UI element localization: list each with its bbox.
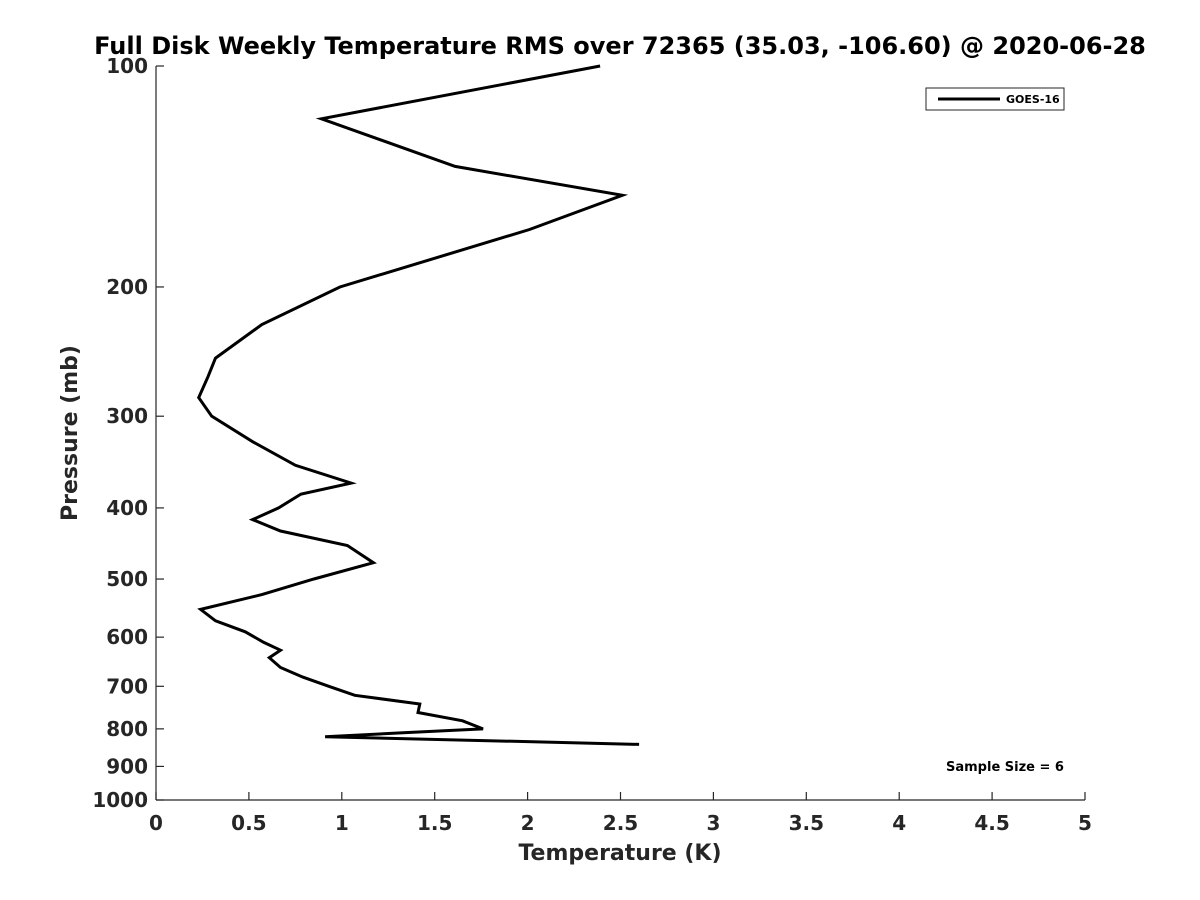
chart-title: Full Disk Weekly Temperature RMS over 72… (94, 32, 1146, 60)
x-tick-label: 5 (1078, 811, 1092, 835)
x-tick-label: 0.5 (231, 811, 266, 835)
y-tick-label: 900 (106, 754, 148, 778)
y-tick-label: 700 (106, 674, 148, 698)
series-line-goes-16 (196, 64, 640, 746)
legend-label-goes-16: GOES-16 (1006, 93, 1060, 106)
x-tick-label: 1 (335, 811, 349, 835)
x-tick-label: 4.5 (974, 811, 1009, 835)
x-ticks: 0 0.5 1 1.5 2 2.5 3 3.5 4 4.5 5 (149, 792, 1092, 835)
y-tick-label: 800 (106, 717, 148, 741)
x-tick-label: 0 (149, 811, 163, 835)
y-tick-label: 200 (106, 275, 148, 299)
y-tick-label: 600 (106, 625, 148, 649)
y-tick-label: 300 (106, 404, 148, 428)
x-tick-label: 2 (521, 811, 535, 835)
x-tick-label: 3.5 (789, 811, 824, 835)
axes-frame (155, 66, 1085, 801)
sample-size-annotation: Sample Size = 6 (946, 760, 1064, 775)
x-axis-label: Temperature (K) (518, 841, 721, 866)
series-layer (196, 64, 640, 746)
y-tick-label: 1000 (92, 788, 148, 812)
y-axis-label: Pressure (mb) (58, 345, 83, 521)
legend: GOES-16 (925, 87, 1065, 111)
x-tick-label: 3 (706, 811, 720, 835)
y-tick-label: 500 (106, 567, 148, 591)
x-tick-label: 1.5 (417, 811, 452, 835)
y-tick-label: 400 (106, 496, 148, 520)
y-tick-label: 100 (106, 54, 148, 78)
x-tick-label: 4 (892, 811, 906, 835)
x-tick-label: 2.5 (603, 811, 638, 835)
y-ticks: 100 200 300 400 500 600 700 800 900 1000 (92, 54, 164, 812)
